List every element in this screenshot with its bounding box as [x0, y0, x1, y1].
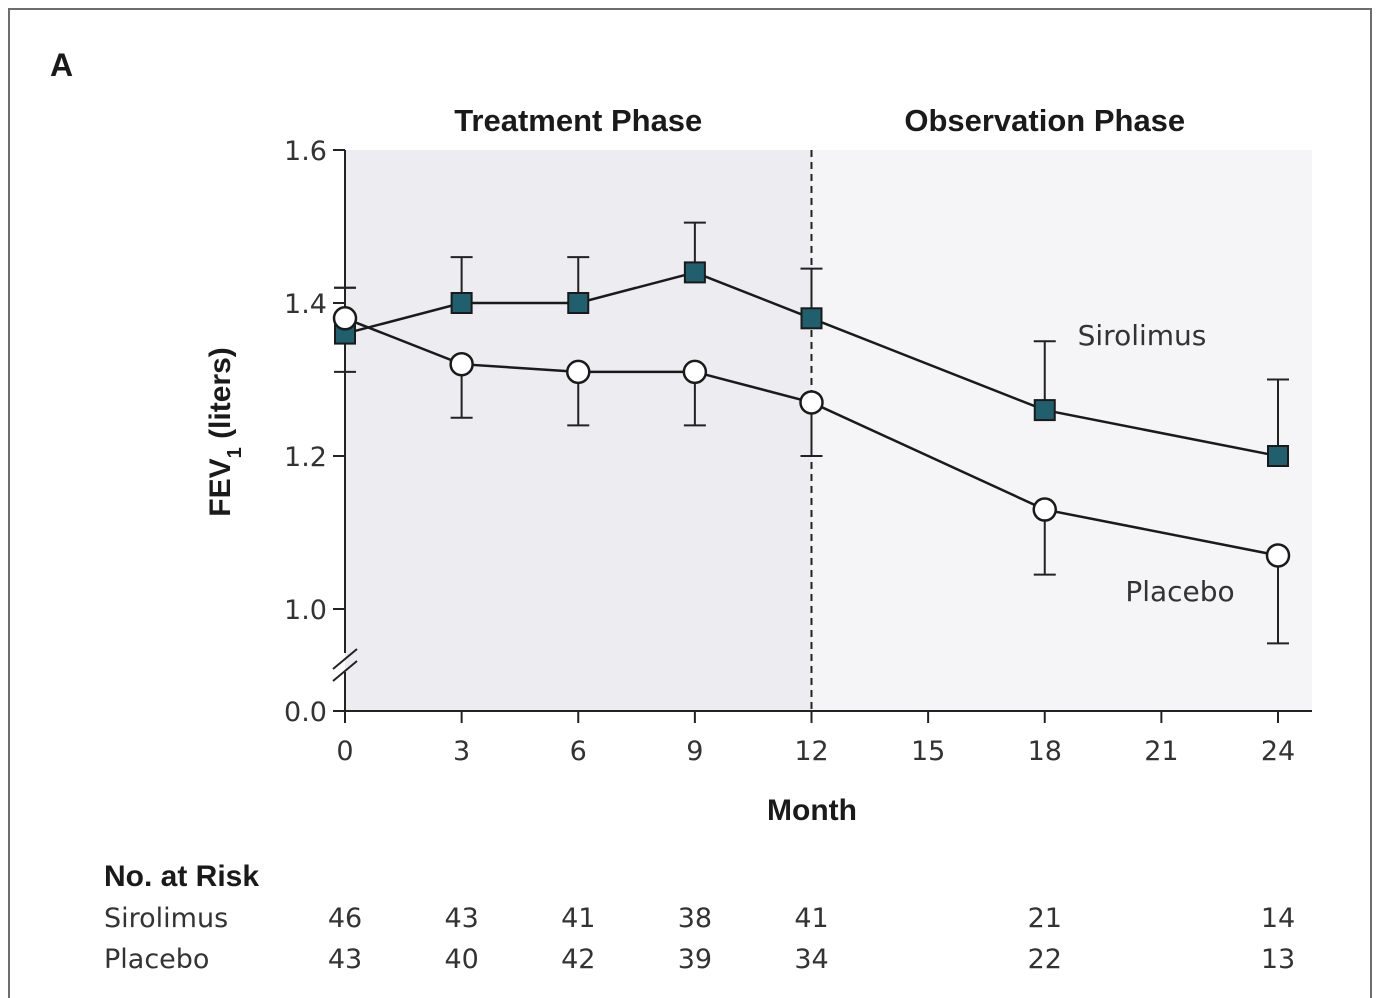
- y-tick-label: 1.2: [284, 442, 327, 473]
- phase-label-observation: Observation Phase: [904, 103, 1185, 138]
- risk-value: 34: [794, 944, 828, 975]
- data-point-placebo: [682, 359, 708, 385]
- series-labels: Sirolimus Placebo: [1078, 319, 1235, 608]
- data-point-sirolimus: [1033, 399, 1056, 422]
- x-tick-label: 15: [911, 736, 945, 767]
- y-tick-label: 1.0: [284, 595, 327, 626]
- x-tick-label: 18: [1028, 736, 1062, 767]
- y-tick-label: 1.6: [284, 136, 327, 167]
- series-sirolimus: [334, 221, 1289, 467]
- treatment-phase-shading: [345, 150, 812, 711]
- y-tick-label: 1.4: [284, 289, 327, 320]
- y-axis-title: FEV1 (liters): [204, 347, 246, 517]
- x-tick-label: 21: [1144, 736, 1178, 767]
- risk-value: 46: [328, 903, 362, 934]
- risk-value: 41: [794, 903, 828, 934]
- y-tick-label: 0.0: [284, 697, 327, 728]
- risk-table-title: No. at Risk: [104, 860, 259, 893]
- x-tick-label: 12: [794, 736, 828, 767]
- y-axis-break-mark: [332, 660, 358, 682]
- data-point-sirolimus: [800, 307, 823, 330]
- risk-value: 22: [1028, 944, 1062, 975]
- x-tick-label: 24: [1261, 736, 1295, 767]
- data-point-placebo: [332, 306, 358, 331]
- data-point-sirolimus: [567, 292, 590, 314]
- risk-value: 14: [1261, 903, 1295, 934]
- data-point-sirolimus: [1267, 445, 1289, 467]
- observation-phase-shading: [811, 150, 1312, 711]
- risk-value: 42: [561, 944, 595, 975]
- risk-value: 40: [444, 944, 478, 975]
- y-axis-title-subscript: 1: [224, 447, 246, 458]
- series-layer: [332, 221, 1291, 645]
- panel-letter: A: [50, 47, 73, 83]
- x-tick-label: 9: [686, 736, 703, 767]
- y-axis-title-main: FEV: [204, 458, 237, 516]
- risk-value: 43: [444, 903, 478, 934]
- series-placebo: [332, 286, 1291, 645]
- risk-value: 39: [678, 944, 712, 975]
- x-tick-label: 0: [336, 736, 353, 767]
- data-point-placebo: [1032, 497, 1057, 522]
- x-tick-label: 3: [453, 736, 470, 767]
- phase-label-treatment: Treatment Phase: [454, 103, 702, 138]
- phase-labels: Treatment Phase Observation Phase: [454, 103, 1185, 138]
- risk-value: 13: [1261, 944, 1295, 975]
- y-axis-title-unit: (liters): [204, 347, 237, 447]
- axes: 1.6 1.4 1.2 1.0 0.0 0 3 6 9 12 15 18 21 24: [284, 136, 1312, 767]
- data-point-placebo: [449, 351, 474, 377]
- plot-background: [345, 150, 1312, 711]
- data-point-sirolimus: [450, 292, 473, 314]
- data-point-placebo: [1265, 543, 1291, 568]
- risk-value: 21: [1028, 903, 1062, 934]
- risk-row-label-placebo: Placebo: [104, 944, 209, 975]
- risk-value: 43: [328, 944, 362, 975]
- x-tick-label: 6: [570, 736, 587, 767]
- data-point-placebo: [566, 359, 591, 385]
- data-point-placebo: [799, 390, 824, 415]
- x-axis-title: Month: [767, 794, 857, 827]
- series-label-placebo: Placebo: [1125, 575, 1234, 608]
- risk-row-label-sirolimus: Sirolimus: [104, 903, 228, 934]
- y-axis-break-mark: [332, 648, 358, 670]
- data-point-sirolimus: [683, 261, 706, 284]
- risk-value: 38: [678, 903, 712, 934]
- risk-value: 41: [561, 903, 595, 934]
- series-label-sirolimus: Sirolimus: [1078, 319, 1207, 352]
- risk-table: Sirolimus 46 43 41 38 41 21 14 Placebo 43 40 42 39 34…: [104, 903, 1295, 975]
